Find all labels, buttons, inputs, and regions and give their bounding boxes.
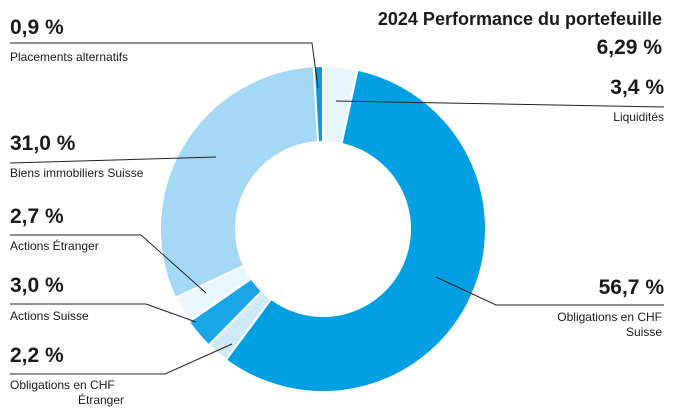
category-label-obligations-suisse-l2: Suisse — [625, 325, 662, 339]
category-label-obligations-etranger-l1: Obligations en CHF — [10, 378, 115, 392]
donut-slice-6 — [312, 64, 324, 144]
value-label-alternatifs: 0,9 % — [10, 16, 64, 39]
category-label-obligations-suisse-l1: Obligations en CHF — [557, 310, 662, 324]
leader-line-obligations-suisse — [435, 276, 664, 306]
category-label-immobiliers: Biens immobiliers Suisse — [10, 166, 144, 180]
leader-line-liquidites — [335, 100, 665, 108]
value-label-liquidites: 3,4 % — [610, 76, 664, 99]
leader-line-actions-suisse — [10, 303, 197, 323]
leader-line-alternatifs — [10, 42, 319, 89]
value-label-immobiliers: 31,0 % — [10, 132, 76, 155]
category-label-actions-etranger: Actions Étranger — [10, 239, 99, 253]
donut-slice-1 — [224, 68, 487, 393]
category-label-alternatifs: Placements alternatifs — [10, 50, 129, 64]
leader-line-actions-etranger — [10, 234, 207, 294]
category-label-liquidites: Liquidités — [613, 110, 664, 124]
leader-line-immobiliers — [9, 156, 217, 164]
value-label-actions-suisse: 3,0 % — [10, 274, 64, 297]
leader-lines — [9, 42, 665, 375]
category-label-actions-suisse: Actions Suisse — [10, 309, 89, 323]
chart-title: 2024 Performance du portefeuille — [377, 9, 662, 29]
value-label-actions-etranger: 2,7 % — [10, 205, 64, 228]
donut-slice-5 — [159, 65, 320, 300]
value-label-obligations-etranger: 2,2 % — [10, 344, 64, 367]
donut-slices — [159, 64, 487, 393]
leader-line-obligations-etranger — [10, 343, 233, 375]
category-label-obligations-etranger-l2: Étranger — [78, 393, 125, 407]
value-label-obligations-suisse: 56,7 % — [598, 276, 664, 299]
total-performance: 6,29 % — [596, 36, 662, 59]
